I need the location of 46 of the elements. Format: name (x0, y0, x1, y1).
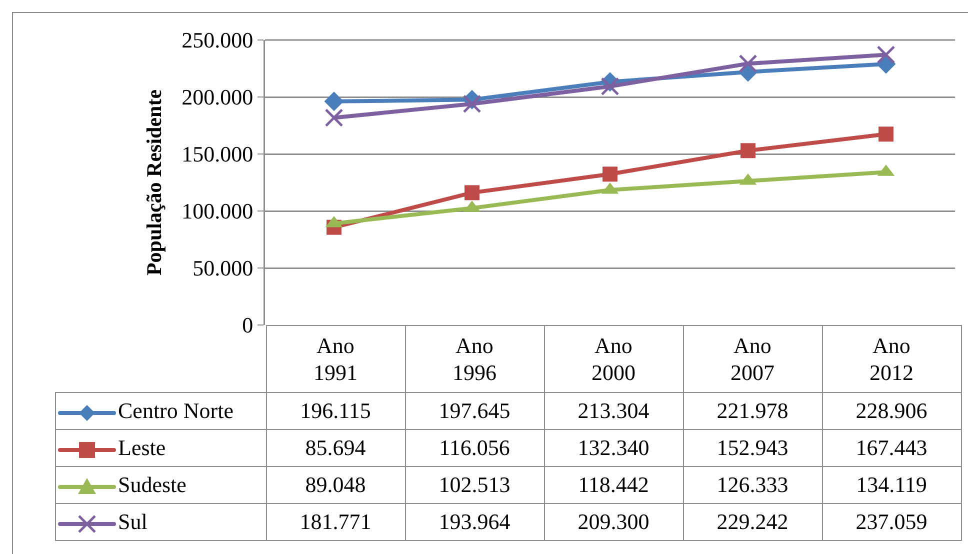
y-tick-label: 250.000 (182, 28, 254, 53)
data-label: 181.771 (266, 504, 405, 540)
point (738, 54, 758, 73)
x-tick-label: Ano 1996 (452, 332, 498, 386)
data-label: 229.242 (683, 504, 822, 540)
data-label: 221.978 (683, 392, 822, 430)
y-tick-label: 150.000 (182, 142, 254, 167)
data-label: 237.059 (822, 504, 961, 540)
x-tick-label: Ano 2000 (590, 332, 636, 386)
data-label: 213.304 (544, 392, 683, 430)
legend-label: Centro Norte (118, 398, 234, 423)
x-tick-label: Ano 2007 (730, 332, 776, 386)
point (462, 94, 482, 114)
point (602, 166, 618, 182)
data-label: 134.119 (822, 466, 961, 504)
point (600, 77, 620, 96)
data-label: 197.645 (405, 392, 544, 430)
point (324, 108, 344, 128)
x-tick-label: Ano 1991 (312, 332, 358, 386)
point (464, 185, 480, 200)
data-label: 167.443 (822, 430, 961, 466)
legend-label: Sudeste (118, 472, 186, 497)
data-label: 102.513 (405, 466, 544, 504)
y-tick-label: 200.000 (182, 84, 254, 110)
y-tick-label: 100.000 (182, 198, 254, 224)
y-tick-label: 0 (242, 312, 254, 338)
y-tick-label: 50.000 (192, 256, 254, 281)
data-label: 193.964 (405, 504, 544, 540)
data-label: 132.340 (544, 430, 683, 466)
data-label: 116.056 (405, 430, 544, 466)
point (740, 143, 756, 158)
data-label: 126.333 (683, 466, 822, 504)
y-axis-title: População Residente (142, 89, 166, 276)
data-label: 118.442 (544, 466, 683, 504)
point (324, 92, 344, 112)
legend-label: Sul (118, 509, 148, 534)
x-tick-label: Ano 2012 (868, 332, 914, 386)
data-label: 196.115 (266, 392, 405, 430)
data-label: 228.906 (822, 392, 961, 430)
legend-label: Leste (118, 435, 166, 460)
point (876, 46, 896, 64)
data-label: 89.048 (266, 466, 405, 504)
data-label: 152.943 (683, 430, 822, 466)
point (878, 126, 894, 142)
data-label: 209.300 (544, 504, 683, 540)
data-label: 85.694 (266, 430, 405, 466)
